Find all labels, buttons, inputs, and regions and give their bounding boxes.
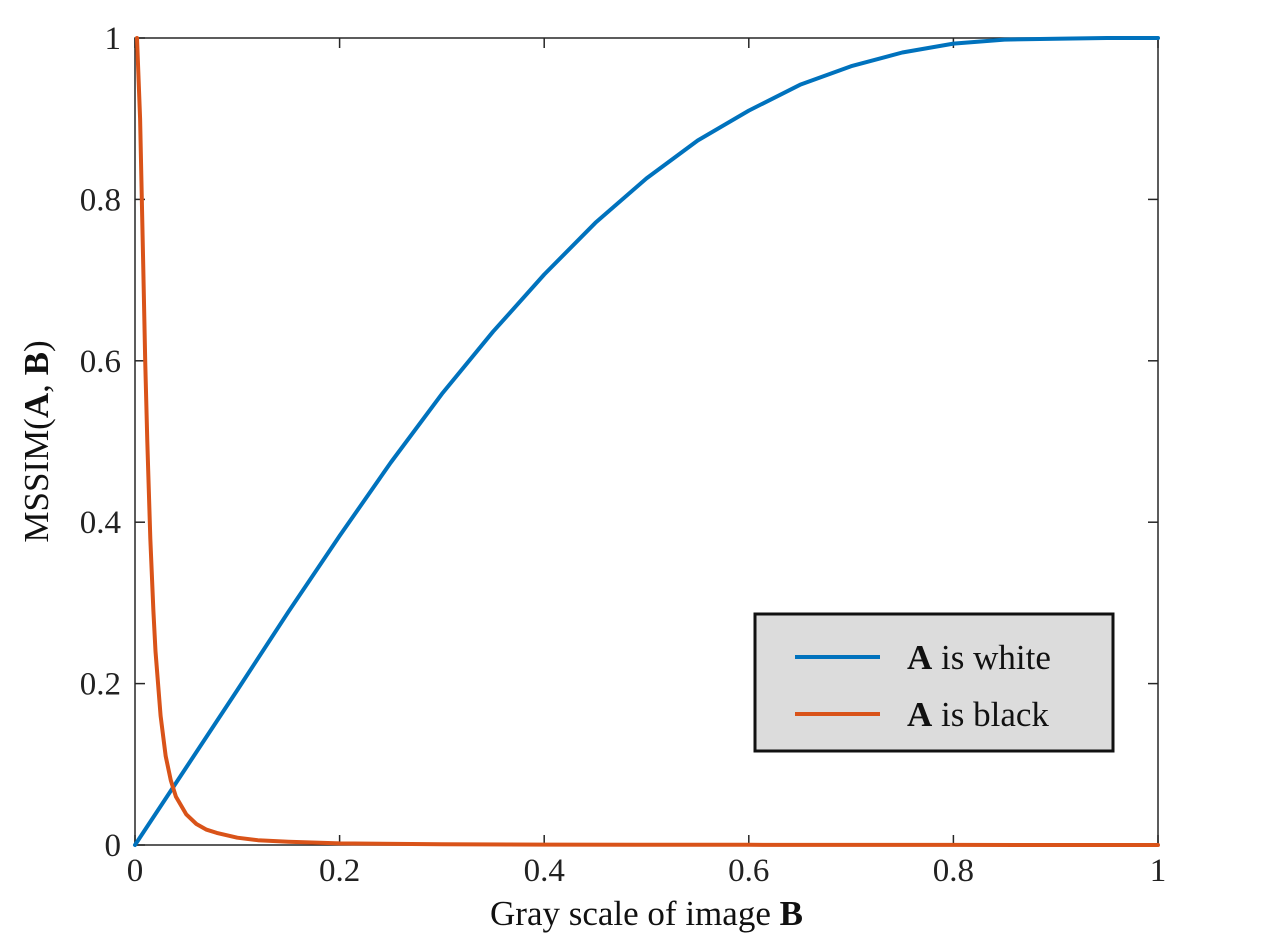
legend-label-white-rest: is white [932,638,1051,677]
x-axis-title-bold: B [780,894,803,933]
x-tick-label: 1 [1150,853,1167,889]
y-axis-title-a: A [17,392,56,418]
x-tick-label: 0.6 [728,853,769,889]
y-axis-title: MSSIM(A, B) [17,340,56,542]
y-tick-label: 0 [105,828,122,864]
series-lines [133,36,1160,847]
y-tick-label: 0.6 [80,344,121,380]
x-axis-title-prefix: Gray scale of image [490,894,780,933]
y-axis-title-prefix: MSSIM( [17,418,56,542]
y-tick-label: 0.4 [80,505,121,541]
legend-label-black: A is black [907,695,1049,734]
x-tick-label: 0 [127,853,144,889]
legend-label-black-rest: is black [932,695,1049,734]
series-line-black [135,36,1160,847]
x-tick-label: 0.2 [319,853,360,889]
y-axis-title-b: B [17,352,56,375]
x-ticks: 0 0.2 0.4 0.6 0.8 1 [127,38,1167,889]
series-line-white [133,36,1160,847]
legend: A is white A is black [753,612,1115,753]
legend-label-white: A is white [907,638,1051,677]
x-tick-label: 0.8 [933,853,974,889]
legend-label-black-bold: A [907,695,933,734]
y-axis-title-suffix: ) [17,340,56,352]
x-tick-label: 0.4 [524,853,565,889]
legend-label-white-bold: A [907,638,933,677]
y-tick-label: 0.2 [80,667,121,703]
x-axis-title: Gray scale of image B [490,894,803,933]
y-ticks: 0 0.2 0.4 0.6 0.8 1 [80,21,1158,864]
legend-box [753,612,1115,753]
y-tick-label: 1 [105,21,122,57]
y-axis-title-sep: , [17,375,56,393]
y-tick-label: 0.8 [80,182,121,218]
